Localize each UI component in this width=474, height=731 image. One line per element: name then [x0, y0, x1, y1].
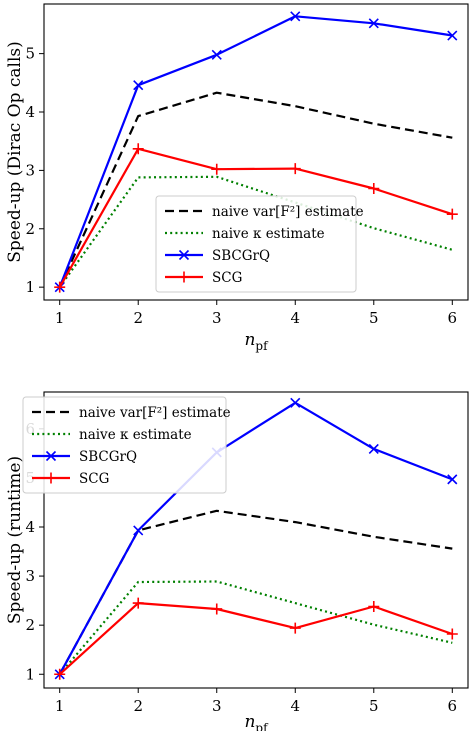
- legend-marker: [45, 450, 57, 462]
- series-line-naive-estimate: [58, 175, 453, 288]
- data-point: [368, 182, 380, 194]
- marker-plus: [54, 281, 66, 293]
- legend-marker: [45, 472, 57, 484]
- data-point: [446, 208, 458, 220]
- data-point: [211, 163, 223, 175]
- series-line-naive-estimate: [58, 580, 453, 676]
- y-tick-label: 2: [25, 616, 35, 634]
- y-tick-label: 3: [25, 567, 35, 585]
- series-line-scg: [58, 147, 453, 288]
- marker-x: [447, 474, 458, 485]
- y-tick-label: 1: [25, 665, 35, 683]
- legend-label: SCG: [212, 270, 242, 286]
- marker-x: [447, 30, 458, 41]
- marker-x: [133, 525, 144, 536]
- y-tick-label: 1: [25, 278, 35, 296]
- legend: naive var[F²] estimate naive κ estimate SB…: [155, 195, 364, 293]
- x-tick-label: 2: [133, 697, 143, 715]
- marker-plus: [446, 628, 458, 640]
- legend-label: naive κ estimate: [212, 226, 325, 242]
- marker-x: [290, 397, 301, 408]
- x-tick-label: 4: [290, 309, 300, 327]
- legend-label: naive var[F²] estimate: [212, 204, 364, 220]
- data-point: [54, 668, 66, 680]
- marker-plus: [368, 601, 380, 613]
- data-point: [132, 597, 144, 609]
- plot-frame: [43, 3, 469, 301]
- data-point: [447, 30, 458, 41]
- legend-box: [22, 396, 227, 494]
- series-line-naive-var-f-estimate: [58, 509, 453, 675]
- marker-plus: [368, 182, 380, 194]
- x-tick-label: 1: [55, 697, 65, 715]
- data-point: [211, 49, 222, 60]
- marker-x: [133, 80, 144, 91]
- data-point: [368, 601, 380, 613]
- data-point: [447, 474, 458, 485]
- marker-x: [290, 11, 301, 22]
- data-point: [133, 80, 144, 91]
- y-tick-label: 4: [25, 103, 35, 121]
- legend-label: naive κ estimate: [79, 427, 192, 443]
- data-point: [54, 281, 66, 293]
- chart-panel-2: 123456123456npfSpeed-up (runtime)naive v…: [5, 391, 469, 731]
- series-line-naive-var-f-estimate: [58, 91, 453, 288]
- y-axis-label: Speed-up (Dirac Op calls): [5, 41, 25, 263]
- series-line-scg: [58, 601, 453, 676]
- y-axis-label: Speed-up (runtime): [5, 456, 25, 624]
- data-point: [132, 143, 144, 155]
- marker-x: [368, 443, 379, 455]
- y-tick-label: 4: [25, 518, 35, 536]
- marker-plus: [132, 597, 144, 609]
- marker-plus: [289, 622, 301, 634]
- data-point: [211, 603, 223, 615]
- marker-plus: [54, 668, 66, 680]
- data-point: [289, 622, 301, 634]
- data-point: [290, 397, 301, 408]
- legend-label: naive var[F²] estimate: [79, 405, 231, 421]
- x-tick-label: 5: [369, 697, 379, 715]
- legend-marker: [178, 271, 190, 283]
- chart-panel-1: 1 2 3 4 5 6 1 2 3 4 5 npf Speed-up (Dirac Op calls) n…: [5, 3, 469, 353]
- series-line-sbcgrq: [58, 401, 453, 675]
- marker-plus: [446, 208, 458, 220]
- y-tick-label: 3: [25, 161, 35, 179]
- legend-label: SBCGrQ: [79, 449, 137, 465]
- data-point: [290, 11, 301, 22]
- y-tick-label: 5: [25, 45, 35, 63]
- data-point: [289, 163, 301, 175]
- series-line-sbcgrq: [58, 15, 453, 288]
- x-tick-label: 5: [369, 309, 379, 327]
- legend-label: SBCGrQ: [212, 248, 270, 264]
- marker-x: [211, 49, 222, 60]
- x-tick-label: 4: [290, 697, 300, 715]
- marker-plus: [289, 163, 301, 175]
- legend-marker: [178, 249, 190, 261]
- marker-plus: [211, 163, 223, 175]
- x-axis-label: npf: [244, 712, 269, 731]
- legend-label: SCG: [79, 471, 109, 487]
- plot-frame: [43, 391, 469, 689]
- x-tick-label: 3: [212, 697, 222, 715]
- x-tick-label: 6: [448, 697, 458, 715]
- marker-plus: [211, 603, 223, 615]
- y-tick-label: 2: [25, 220, 35, 238]
- x-tick-label: 3: [212, 309, 222, 327]
- legend-box: [155, 195, 357, 293]
- x-tick-label: 2: [133, 309, 143, 327]
- x-tick-label: 1: [55, 309, 65, 327]
- data-point: [368, 18, 379, 29]
- data-point: [446, 628, 458, 640]
- legend: naive var[F²] estimate naive κ estimate SB…: [22, 396, 231, 494]
- x-axis-label: npf: [244, 330, 269, 353]
- marker-plus: [132, 143, 144, 155]
- data-point: [133, 525, 144, 536]
- marker-x: [368, 18, 379, 29]
- data-point: [368, 443, 379, 455]
- x-tick-label: 6: [448, 309, 458, 327]
